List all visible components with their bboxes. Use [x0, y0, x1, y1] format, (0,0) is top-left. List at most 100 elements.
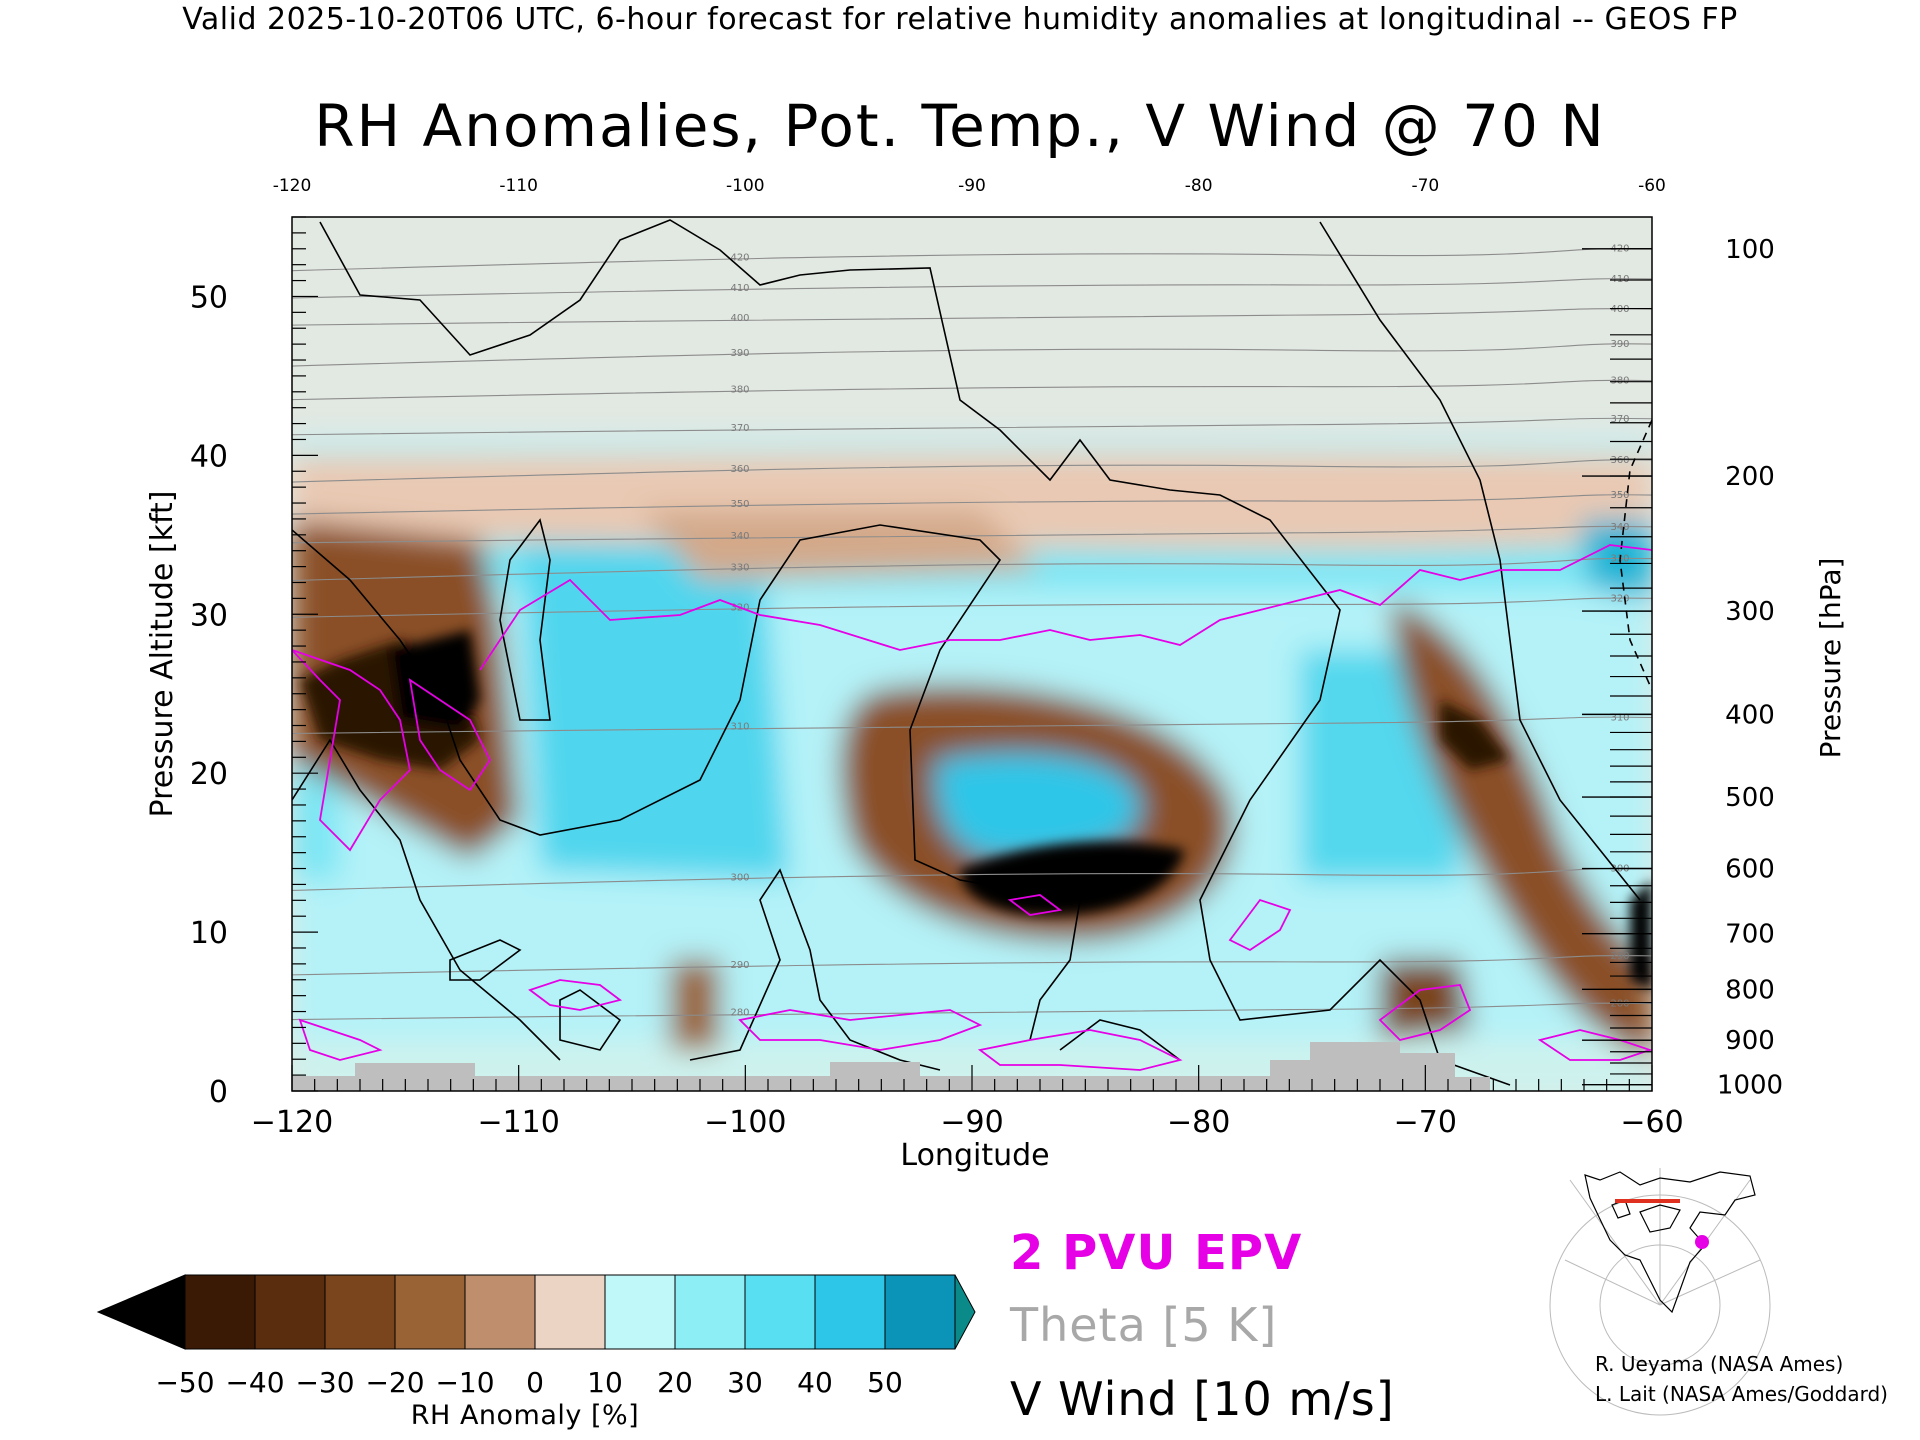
theta-contour: [292, 247, 1652, 272]
colorbar-swatch: [604, 1274, 676, 1350]
pressure-axis: 100 200 300 400 500 600 700 800 900 1000: [1582, 235, 1783, 1101]
wind-contour: [292, 738, 561, 1061]
pressure-tick-label: 500: [1725, 783, 1775, 813]
theta-label-right: 410: [1610, 274, 1629, 285]
theta-label: 400: [730, 313, 749, 324]
y-tick-label: 50: [190, 280, 228, 315]
colorbar-tick-label: 20: [657, 1366, 693, 1399]
y-tick-label: 0: [209, 1075, 228, 1110]
theta-label-right: 280: [1610, 999, 1629, 1010]
theta-contour: [292, 278, 1652, 299]
colorbar-tick-label: 10: [587, 1366, 623, 1399]
x-tick-label: −60: [1620, 1105, 1683, 1140]
pressure-tick-label: 700: [1725, 920, 1775, 950]
theta-contour: [292, 557, 1652, 582]
x-tick-label: −100: [704, 1105, 786, 1140]
epv-2pvu-contours: [292, 544, 1652, 1071]
longitude-top-axis: -120 -110 -100 -90 -80 -70 -60: [273, 176, 1666, 196]
theta-contour: [292, 343, 1652, 367]
theta-contour: [292, 308, 1652, 326]
x-axis-label: Longitude: [900, 1138, 1049, 1173]
legend-v-wind: V Wind [10 m/s]: [1010, 1372, 1395, 1426]
wind-contour: [1319, 221, 1641, 901]
x-top-tick-label: -70: [1411, 176, 1439, 196]
colorbar-tick-label: −40: [225, 1366, 284, 1399]
theta-contour: [292, 867, 1652, 892]
theta-contour: [292, 494, 1652, 515]
colorbar-swatch: [814, 1274, 886, 1350]
x-top-tick-label: -110: [499, 176, 538, 196]
theta-contour: [292, 525, 1652, 544]
pressure-tick-label: 400: [1725, 700, 1775, 730]
credit-author-1: R. Ueyama (NASA Ames): [1595, 1352, 1844, 1376]
colorbar-swatch: [464, 1274, 536, 1350]
x-top-tick-label: -100: [726, 176, 765, 196]
pressure-tick-label: 100: [1725, 235, 1775, 265]
colorbar-tick-label: 0: [526, 1366, 544, 1399]
theta-label-right: 400: [1610, 304, 1629, 315]
y2-axis-label: Pressure [hPa]: [1814, 558, 1847, 759]
theta-contour: [292, 459, 1652, 483]
mid-dry-core: [960, 841, 1185, 916]
wind-contour: [499, 518, 551, 721]
theta-contour: [292, 597, 1652, 618]
theta-label-right: 320: [1610, 593, 1629, 604]
theta-contours: 4204204104104004003903903803803703703603…: [292, 244, 1652, 1021]
wind-contour: [319, 219, 1511, 1086]
epv-contour: [1228, 898, 1292, 952]
y-axis-label: Pressure Altitude [kft]: [145, 491, 180, 818]
theta-label-right: 370: [1610, 414, 1629, 425]
theta-label: 390: [730, 348, 749, 359]
x-tick-label: −70: [1394, 1105, 1457, 1140]
y-tick-label: 30: [190, 598, 228, 633]
x-tick-label: −90: [940, 1105, 1003, 1140]
rh-anomaly-colorbar: −50 −40 −30 −20 −10 0 10 20 30 40 50: [96, 1274, 976, 1399]
legend-theta: Theta [5 K]: [1010, 1298, 1278, 1352]
wind-contour: [449, 939, 522, 981]
colorbar-swatch: [324, 1274, 396, 1350]
colorbar-swatch: [254, 1274, 326, 1350]
theta-label: 370: [730, 423, 749, 434]
epv-contour: [738, 1009, 983, 1051]
theta-label: 340: [730, 531, 749, 542]
pressure-tick-label: 200: [1725, 462, 1775, 492]
forecast-header: Valid 2025-10-20T06 UTC, 6-hour forecast…: [182, 2, 1738, 37]
colorbar-swatch: [884, 1274, 956, 1350]
y-tick-label: 40: [190, 439, 228, 474]
wind-contour: [559, 989, 622, 1051]
theta-label: 300: [730, 872, 749, 883]
theta-contour: [292, 716, 1652, 735]
x-tick-label: −110: [477, 1105, 559, 1140]
colorbar-tick-label: −30: [295, 1366, 354, 1399]
colorbar-title: RH Anomaly [%]: [410, 1400, 640, 1431]
theta-label: 410: [730, 283, 749, 294]
theta-label: 350: [730, 499, 749, 510]
wind-contour: [1059, 1019, 1181, 1061]
y-tick-label: 10: [190, 916, 228, 951]
x-top-tick-label: -60: [1638, 176, 1666, 196]
colorbar-over-arrow: [954, 1274, 976, 1350]
epv-contour: [479, 544, 1652, 671]
theta-label-right: 290: [1610, 951, 1629, 962]
theta-contour: [292, 955, 1652, 976]
upper-dry-band: [292, 452, 1652, 551]
epv-contour: [977, 1029, 1183, 1071]
longitude-axis: −120 −110 −100 −90 −80 −70 −60: [251, 1065, 1684, 1140]
terrain: [292, 1042, 1490, 1091]
theta-label-right: 310: [1610, 713, 1629, 724]
colorbar-tick-label: 50: [867, 1366, 903, 1399]
epv-contour: [528, 979, 623, 1011]
colorbar-swatch: [394, 1274, 466, 1350]
epv-contour: [1378, 984, 1472, 1041]
wind-contour: [292, 524, 1081, 1041]
epv-contour: [408, 678, 492, 792]
theta-label-right: 350: [1610, 490, 1629, 501]
theta-contour: [292, 417, 1652, 436]
theta-label-right: 390: [1610, 339, 1629, 350]
legend-epv: 2 PVU EPV: [1010, 1225, 1303, 1281]
epv-contour: [298, 1018, 383, 1061]
pressure-tick-label: 300: [1725, 597, 1775, 627]
colorbar-swatch: [674, 1274, 746, 1350]
plot-title: RH Anomalies, Pot. Temp., V Wind @ 70 N: [314, 92, 1606, 160]
